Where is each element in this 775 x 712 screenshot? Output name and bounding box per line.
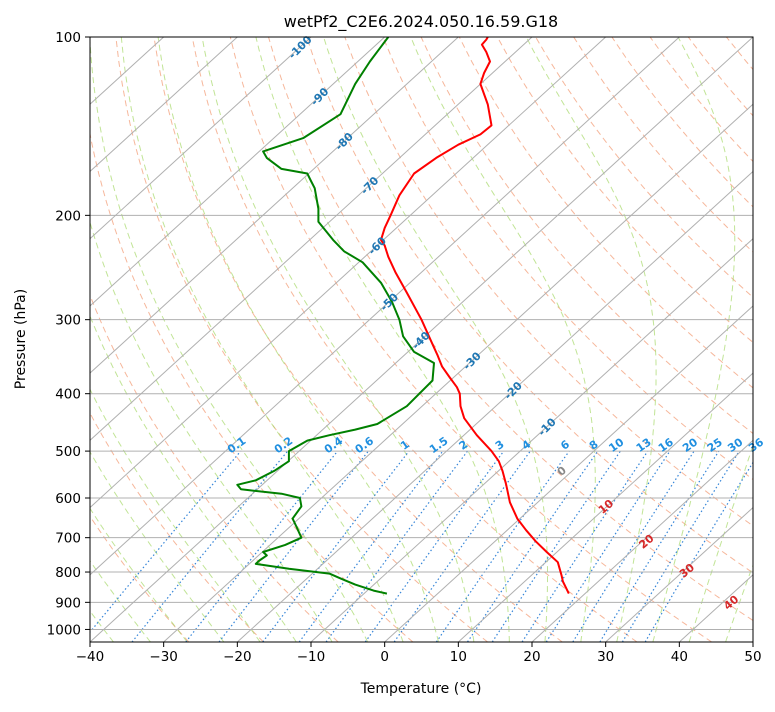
x-tick-label: −10: [297, 649, 326, 665]
x-tick-label: 30: [597, 649, 614, 665]
x-tick-label: 50: [744, 649, 761, 665]
y-tick-label: 100: [55, 30, 81, 46]
x-tick-label: 0: [380, 649, 389, 665]
x-tick-label: 10: [450, 649, 467, 665]
y-tick-label: 400: [55, 387, 81, 403]
y-tick-label: 900: [55, 595, 81, 611]
x-axis-label: Temperature (°C): [360, 681, 482, 697]
x-tick-label: −20: [223, 649, 252, 665]
y-axis-label: Pressure (hPa): [13, 289, 29, 389]
chart-title: wetPf2_C2E6.2024.050.16.59.G18: [284, 12, 558, 32]
x-tick-label: −40: [76, 649, 105, 665]
x-tick-label: 20: [523, 649, 540, 665]
y-tick-label: 700: [55, 531, 81, 547]
x-tick-label: −30: [149, 649, 178, 665]
x-tick-label: 40: [671, 649, 688, 665]
y-tick-label: 500: [55, 444, 81, 460]
y-tick-label: 600: [55, 491, 81, 507]
y-tick-label: 300: [55, 313, 81, 329]
y-tick-label: 800: [55, 565, 81, 581]
y-tick-label: 1000: [47, 622, 81, 638]
y-tick-label: 200: [55, 208, 81, 224]
